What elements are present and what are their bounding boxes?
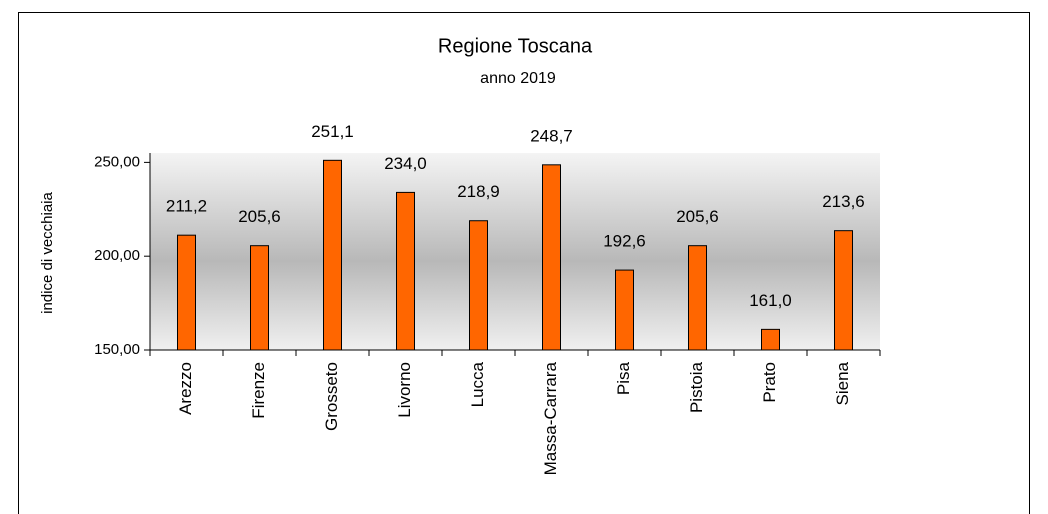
data-label: 205,6 [676,207,719,226]
x-tick-label: Pistoia [687,361,706,413]
data-label: 213,6 [822,192,865,211]
y-tick-label: 150,00 [94,341,140,358]
y-tick-label: 250,00 [94,153,140,170]
bar [834,230,853,351]
bar [396,191,415,351]
x-tick-label: Firenze [249,362,268,419]
x-tick-label: Siena [833,361,852,405]
bar [761,328,780,351]
x-tick-label: Massa-Carrara [541,361,560,475]
x-tick-label: Prato [760,362,779,403]
y-axis-label: indice di vecchiaia [39,191,56,313]
data-label: 251,1 [311,122,354,141]
y-tick-label: 200,00 [94,247,140,264]
bar [469,220,488,351]
x-tick-label: Pisa [614,361,633,395]
x-tick-label: Livorno [395,362,414,418]
bar [615,269,634,351]
data-label: 234,0 [384,154,427,173]
bar [688,245,707,351]
data-label: 218,9 [457,182,500,201]
chart-subtitle: anno 2019 [480,70,556,87]
data-label: 192,6 [603,232,646,251]
x-tick-label: Grosseto [322,362,341,431]
x-tick-label: Lucca [468,361,487,407]
bar [250,245,269,351]
x-tick-label: Arezzo [176,362,195,415]
chart-title: Regione Toscana [438,35,593,57]
bar [177,234,196,351]
bar [542,164,561,351]
data-label: 248,7 [530,126,573,145]
plot-area [150,153,880,350]
bar [323,159,342,351]
data-label: 211,2 [166,197,207,216]
data-label: 205,6 [238,207,281,226]
data-label: 161,0 [749,291,792,310]
